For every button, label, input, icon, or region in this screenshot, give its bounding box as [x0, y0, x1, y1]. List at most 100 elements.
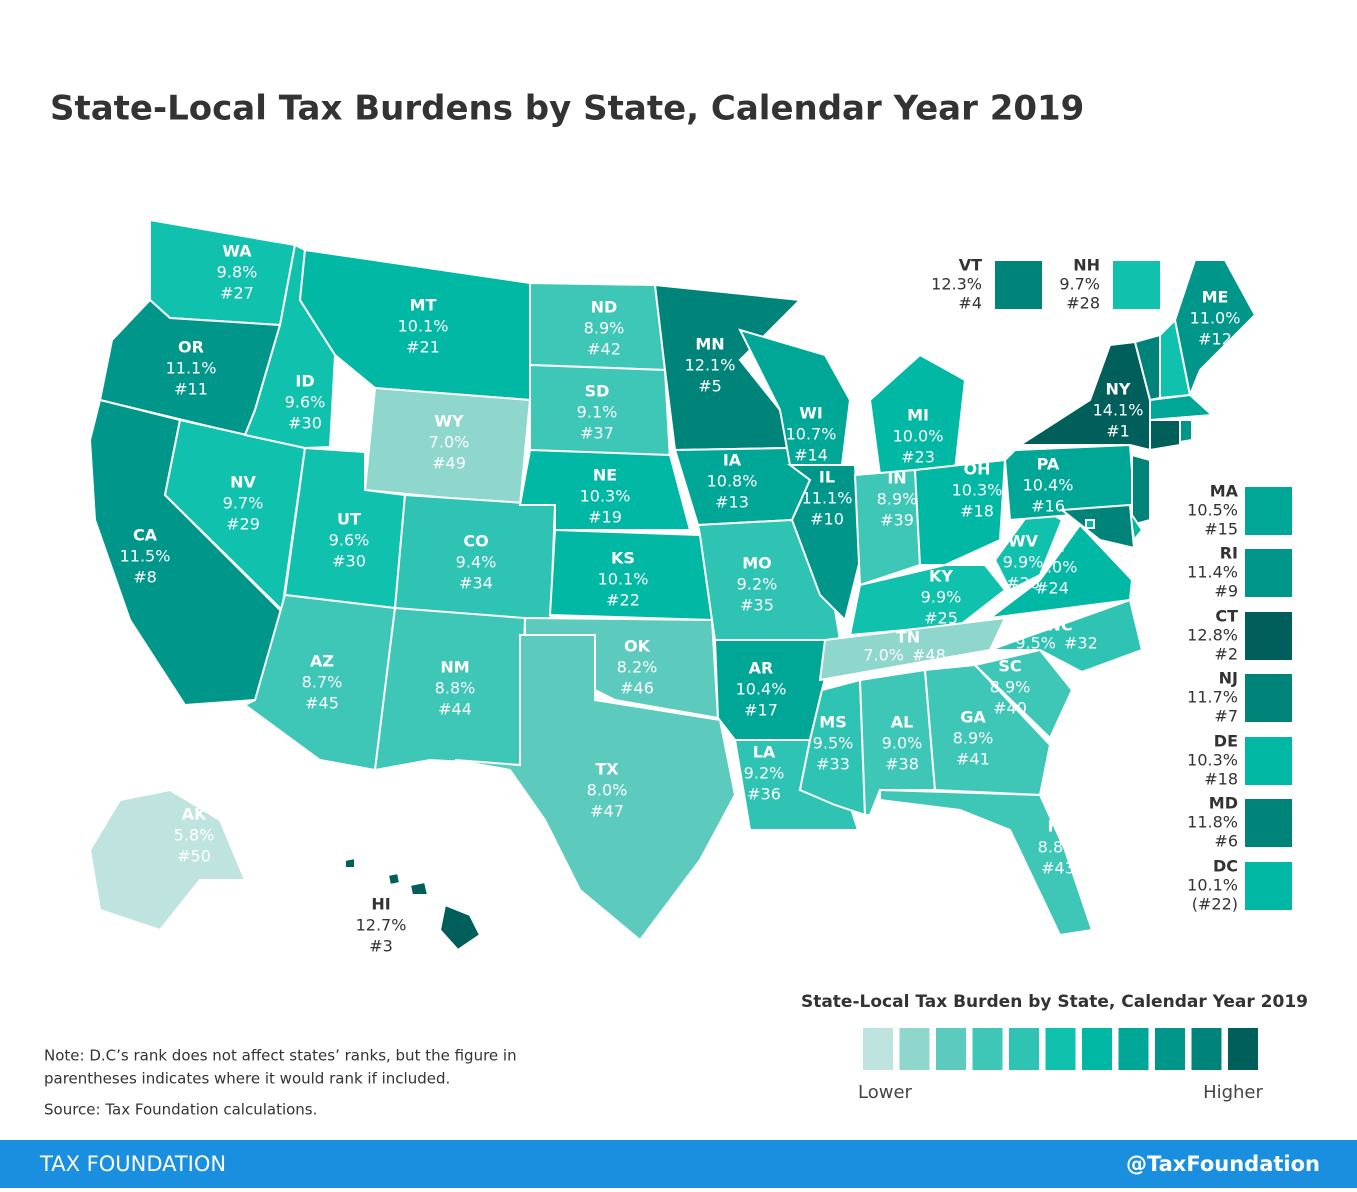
- state-rank: #33: [816, 755, 850, 774]
- state-rank: #17: [744, 701, 778, 720]
- state-rank: #12: [1198, 330, 1232, 349]
- state-rank: #21: [406, 338, 440, 357]
- state-rank: #8: [133, 568, 157, 587]
- state-code: NY: [1106, 380, 1131, 399]
- state-rank: #18: [960, 502, 994, 521]
- state-shape: [408, 880, 430, 896]
- state-code: NJ: [1219, 669, 1238, 688]
- state-code: UT: [337, 510, 361, 529]
- state-rank: #5: [698, 377, 722, 396]
- state-code: NH: [1073, 256, 1100, 275]
- state-swatch: [995, 261, 1042, 309]
- state-shape: [1149, 419, 1181, 452]
- state-code: TN: [896, 628, 920, 647]
- state-rank: #23: [901, 448, 935, 467]
- state-rank: #18: [1204, 770, 1238, 789]
- state-value: 8.9%: [584, 319, 625, 338]
- state-shape: [972, 648, 1074, 740]
- state-shape: [88, 788, 247, 932]
- state-value: 9.8%: [217, 263, 258, 282]
- state-value: 7.0%: [863, 646, 904, 665]
- legend-title: State-Local Tax Burden by State, Calenda…: [801, 992, 1308, 1012]
- state-value: 12.3%: [931, 275, 982, 294]
- state-value: 8.8%: [435, 679, 476, 698]
- state-value: 8.9%: [990, 678, 1031, 697]
- state-code: FL: [1047, 817, 1068, 836]
- legend-swatch: [1191, 1028, 1222, 1070]
- state-rank: #3: [369, 937, 393, 956]
- state-value: 8.9%: [877, 490, 918, 509]
- state-code: KS: [611, 549, 635, 568]
- state-code: WV: [1008, 532, 1039, 551]
- state-value: 9.9%: [921, 588, 962, 607]
- title: State-Local Tax Burdens by State, Calend…: [50, 89, 1084, 129]
- state-code: AL: [891, 713, 914, 732]
- state-code: WI: [799, 404, 823, 423]
- state-shape: [913, 458, 1007, 566]
- state-swatch: [1245, 674, 1292, 722]
- state-code: IA: [723, 451, 742, 470]
- state-rank: #16: [1031, 497, 1065, 516]
- legend-low: Lower: [858, 1082, 913, 1103]
- state-code: WA: [222, 242, 252, 261]
- legend-swatch: [899, 1028, 930, 1070]
- state-code: CT: [1215, 607, 1238, 626]
- state-rank: #22: [606, 591, 640, 610]
- state-value: 9.7%: [1059, 275, 1100, 294]
- note: parentheses indicates where it would ran…: [44, 1070, 450, 1088]
- state-rank: #19: [588, 508, 622, 527]
- state-code: MD: [1209, 794, 1238, 813]
- state-rank: #41: [956, 750, 990, 769]
- state-swatch: [1245, 487, 1292, 535]
- state-value: 10.7%: [786, 425, 837, 444]
- state-code: OR: [178, 338, 204, 357]
- state-code: PA: [1037, 455, 1060, 474]
- state-rank: #42: [587, 340, 621, 359]
- legend-swatch: [1045, 1028, 1076, 1070]
- state-value: 9.2%: [744, 764, 785, 783]
- state-rank: #46: [620, 679, 654, 698]
- state-code: NC: [1047, 616, 1072, 635]
- state-value: 9.6%: [329, 531, 370, 550]
- state-code: ID: [295, 372, 314, 391]
- state-shape: [344, 856, 356, 869]
- state-value: 7.0%: [429, 433, 470, 452]
- state-code: NV: [230, 473, 256, 492]
- state-swatch: [1245, 862, 1292, 910]
- state-rank: #39: [880, 511, 914, 530]
- state-value: 9.7%: [223, 494, 264, 513]
- state-value: 10.8%: [707, 472, 758, 491]
- legend-swatch: [972, 1028, 1003, 1070]
- state-rank: #36: [747, 785, 781, 804]
- state-value: 14.1%: [1093, 401, 1144, 420]
- state-value: 12.1%: [685, 356, 736, 375]
- state-code: RI: [1220, 544, 1238, 563]
- state-rank: #27: [220, 284, 254, 303]
- state-swatch: [1245, 612, 1292, 660]
- state-value: 9.0%: [882, 734, 923, 753]
- state-rank: #50: [177, 847, 211, 866]
- state-rank: #43: [1041, 859, 1075, 878]
- state-rank: #26: [1006, 574, 1040, 593]
- state-value: 9.5%: [813, 734, 854, 753]
- state-shape: [1059, 503, 1136, 550]
- state-value: 9.5%: [1015, 634, 1056, 653]
- state-code: IL: [819, 468, 835, 487]
- state-code: SC: [998, 657, 1021, 676]
- state-value: 9.9%: [1003, 553, 1044, 572]
- state-value: 10.3%: [580, 487, 631, 506]
- legend-swatch: [863, 1028, 893, 1070]
- state-rank: #7: [1214, 707, 1238, 726]
- state-code: NM: [440, 658, 469, 677]
- state-code: GA: [960, 708, 986, 727]
- state-value: 11.8%: [1187, 813, 1238, 832]
- state-value: 8.7%: [302, 673, 343, 692]
- state-shape: [1149, 393, 1215, 422]
- state-code: VT: [959, 256, 982, 275]
- state-value: 9.1%: [577, 403, 618, 422]
- state-rank: #35: [740, 596, 774, 615]
- state-rank: #15: [1204, 520, 1238, 539]
- state-value: 10.1%: [1187, 876, 1238, 895]
- state-rank: #32: [1064, 634, 1098, 653]
